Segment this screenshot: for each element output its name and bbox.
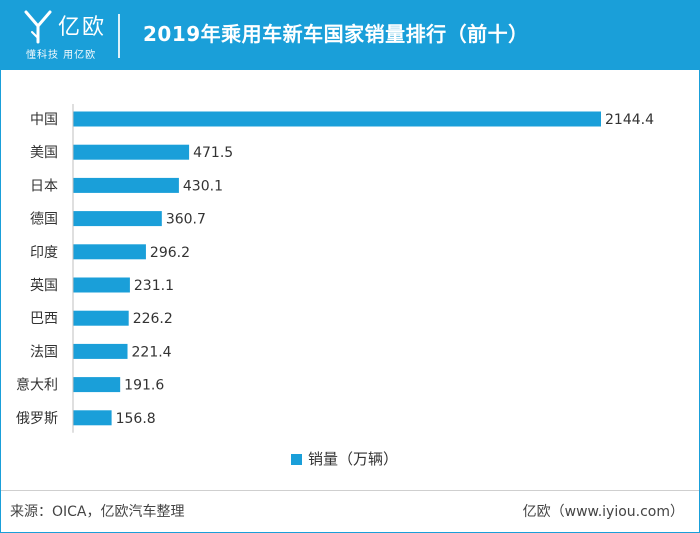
category-label: 英国 — [30, 277, 58, 294]
category-label: 印度 — [30, 245, 58, 261]
legend-label: 销量（万辆） — [308, 450, 398, 468]
data-label: 191.6 — [124, 378, 164, 394]
data-label: 430.1 — [183, 178, 223, 194]
data-label: 231.1 — [134, 278, 174, 294]
category-label: 中国 — [30, 112, 58, 128]
header-banner: 亿欧 懂科技 用亿欧 2019年乘用车新车国家销量排行（前十） — [0, 0, 700, 70]
logo-text: 亿欧 — [58, 15, 107, 40]
yiou-logo-icon — [24, 10, 52, 44]
category-label: 巴西 — [30, 311, 58, 327]
category-label: 意大利 — [16, 377, 58, 394]
footer-divider — [0, 490, 700, 491]
bar — [73, 343, 128, 359]
header-divider — [118, 14, 120, 58]
category-label: 美国 — [30, 145, 58, 161]
bar — [73, 410, 112, 426]
bar — [73, 211, 162, 227]
bar — [73, 177, 179, 193]
bar — [73, 310, 129, 326]
category-label: 法国 — [30, 344, 58, 360]
category-label: 日本 — [30, 178, 58, 194]
bar — [73, 277, 130, 293]
brand-note: 亿欧（www.iyiou.com） — [522, 504, 684, 520]
bar — [73, 244, 146, 260]
bar — [73, 111, 601, 127]
page-title: 2019年乘用车新车国家销量排行（前十） — [143, 22, 529, 46]
data-label: 2144.4 — [605, 112, 654, 128]
data-label: 296.2 — [150, 245, 190, 261]
data-label: 471.5 — [193, 145, 233, 161]
legend-swatch — [291, 454, 302, 465]
logo-tagline: 懂科技 用亿欧 — [26, 50, 97, 61]
bar — [73, 377, 121, 393]
data-label: 226.2 — [133, 311, 173, 327]
bar — [73, 144, 190, 160]
category-label: 俄罗斯 — [16, 411, 58, 427]
category-label: 德国 — [30, 212, 58, 228]
data-label: 221.4 — [132, 344, 172, 360]
source-note: 来源：OICA，亿欧汽车整理 — [10, 504, 185, 520]
data-label: 360.7 — [166, 212, 206, 228]
bar-chart: 中国 2144.4 美国 471.5 日本 430.1 德国 360.7 印度 296.2 英国 23… — [16, 104, 654, 468]
data-label: 156.8 — [116, 411, 156, 427]
